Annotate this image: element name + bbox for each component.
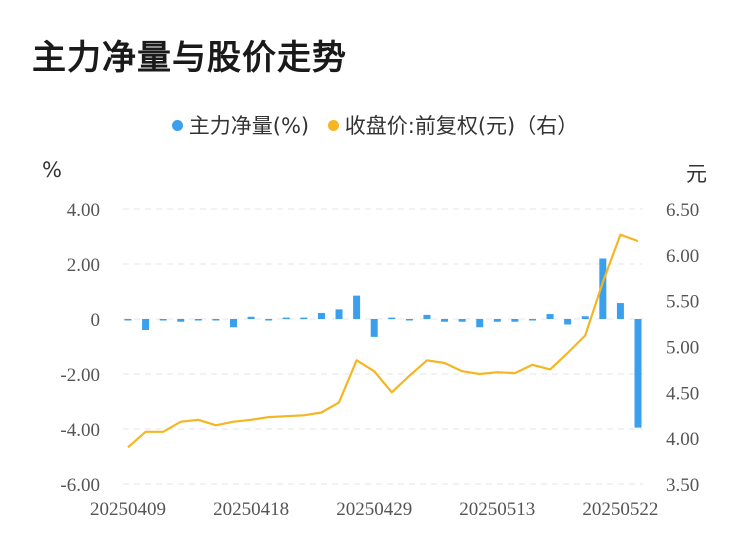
bar (511, 319, 519, 322)
chart-title: 主力净量与股价走势 (32, 38, 347, 78)
right-tick-label: 4.50 (666, 383, 699, 404)
right-tick-label: 3.50 (666, 475, 699, 496)
price-line (127, 233, 639, 449)
bar (124, 319, 132, 321)
x-tick-label: 20250418 (213, 499, 289, 520)
right-tick-label: 4.00 (666, 429, 699, 450)
bar (282, 317, 290, 320)
bar (177, 319, 185, 322)
right-tick-label: 6.00 (666, 246, 699, 267)
x-tick-label: 20250513 (459, 499, 535, 520)
legend-item-close-price[interactable]: 收盘价:前复权(元)（右） (327, 110, 579, 140)
bar (388, 317, 396, 320)
bar (581, 316, 589, 319)
bar (247, 316, 255, 319)
bar (493, 319, 501, 322)
right-tick-label: 6.50 (666, 200, 699, 221)
bar (335, 309, 343, 319)
bar (564, 319, 572, 325)
left-axis-unit: % (42, 158, 62, 182)
legend-dot-blue-icon (171, 119, 183, 131)
legend-label-net-volume: 主力净量(%) (188, 114, 310, 138)
bar (546, 314, 554, 319)
bar (317, 312, 325, 319)
bar (230, 319, 238, 328)
legend-dot-orange-icon (327, 119, 339, 131)
left-tick-label: 4.00 (67, 200, 100, 221)
bar (194, 319, 202, 321)
bar (599, 258, 607, 319)
bar (616, 303, 624, 319)
bar (634, 319, 642, 428)
legend-item-net-volume[interactable]: 主力净量(%) (171, 110, 310, 140)
bar (441, 319, 449, 322)
left-tick-label: -4.00 (60, 420, 100, 441)
bar (405, 319, 413, 321)
left-tick-label: -2.00 (60, 365, 100, 386)
bar (353, 295, 361, 319)
bar (265, 319, 273, 321)
bar (528, 319, 536, 321)
bar (370, 319, 378, 337)
bar (300, 317, 308, 320)
left-tick-label: 2.00 (67, 255, 100, 276)
legend-label-close-price: 收盘价:前复权(元)（右） (344, 114, 579, 138)
bar (423, 314, 431, 319)
x-tick-label: 20250429 (336, 499, 412, 520)
right-axis-unit: 元 (686, 162, 707, 186)
bar (159, 319, 167, 321)
bar (212, 319, 220, 321)
bar (458, 319, 466, 322)
left-tick-label: 0 (91, 310, 101, 331)
bar (142, 319, 150, 330)
left-tick-label: -6.00 (60, 475, 100, 496)
bar (476, 319, 484, 328)
x-tick-label: 20250409 (90, 499, 166, 520)
legend: 主力净量(%) 收盘价:前复权(元)（右） (0, 110, 750, 140)
right-tick-label: 5.00 (666, 338, 699, 359)
right-tick-label: 5.50 (666, 292, 699, 313)
x-tick-label: 20250522 (582, 499, 658, 520)
